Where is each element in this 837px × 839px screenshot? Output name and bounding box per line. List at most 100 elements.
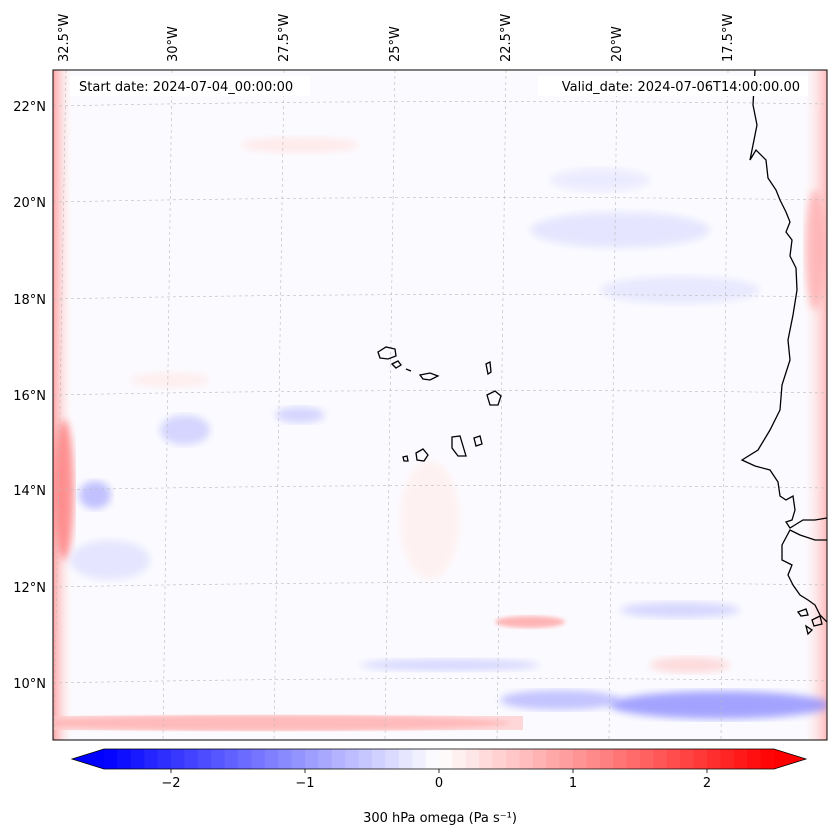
lon-label: 20°W: [610, 26, 625, 62]
colorbar-tick-label: 2: [703, 776, 711, 791]
meridian-30w: [162, 70, 173, 740]
valid-date-label: Valid_date: 2024-07-06T14:00:00.00: [562, 80, 800, 95]
colorbar-cell: [224, 749, 239, 769]
right-edge-max: [805, 190, 825, 310]
colorbar-cell: [251, 749, 266, 769]
parallel-22n: [53, 101, 827, 107]
bijagos-islands: [796, 608, 823, 636]
pink-patch-1: [240, 137, 360, 153]
colorbar-cell: [117, 749, 132, 769]
start-date-box: [70, 76, 310, 96]
island-maio: [473, 435, 483, 447]
pink-patch-3: [130, 372, 210, 388]
colorbar-cells: [104, 749, 775, 769]
blue-patch-west-3: [275, 407, 325, 423]
latitude-labels: 22°N 20°N 18°N 16°N 14°N 12°N 10°N: [13, 100, 46, 692]
colorbar-tick-label: −1: [295, 776, 314, 791]
colorbar-cell: [171, 749, 185, 769]
colorbar-cell: [747, 749, 762, 769]
colorbar-label: 300 hPa omega (Pa s⁻¹): [363, 811, 517, 826]
blue-patch-west-4: [70, 540, 150, 580]
colorbar-cell: [412, 749, 427, 769]
colorbar-cell: [613, 749, 628, 769]
island-brava: [402, 455, 409, 462]
bottom-blue-band-1: [610, 691, 827, 719]
lon-label: 32.5°W: [57, 14, 72, 62]
colorbar-cell: [130, 749, 145, 769]
map-panel: Start date: 2024-07-04_00:00:00 Valid_da…: [52, 69, 828, 741]
colorbar-cell: [626, 749, 641, 769]
blue-patch-north-3: [550, 168, 650, 192]
colorbar-cell: [666, 749, 681, 769]
meridian-17-5w: [720, 70, 729, 740]
island-fogo: [415, 448, 429, 462]
colorbar-cell: [144, 749, 159, 769]
colorbar-cell: [573, 749, 587, 769]
lat-label: 18°N: [13, 293, 46, 308]
colorbar-cell: [385, 749, 400, 769]
longitude-labels: 32.5°W 30°W 27.5°W 25°W 22.5°W 20°W 17.5…: [57, 14, 736, 62]
right-edge-band: [800, 70, 827, 740]
colorbar-cell: [532, 749, 547, 769]
valid-date-box: [538, 76, 808, 96]
colorbar-cell: [693, 749, 708, 769]
omega-field: [53, 70, 827, 740]
colorbar-cell: [599, 749, 614, 769]
lon-label: 22.5°W: [499, 14, 514, 62]
colorbar-cell: [345, 749, 360, 769]
parallel-16n: [53, 390, 827, 396]
parallel-18n: [53, 294, 827, 300]
parallel-20n: [53, 197, 827, 203]
island-santa-luzia: [405, 368, 412, 372]
parallel-14n: [53, 485, 827, 491]
lon-label: 27.5°W: [277, 14, 292, 62]
bottom-pink-band: [53, 716, 523, 730]
colorbar-cell: [439, 749, 453, 769]
colorbar-cell: [197, 749, 212, 769]
colorbar-cell: [238, 749, 252, 769]
colorbar-cell: [398, 749, 413, 769]
colorbar-cell: [318, 749, 333, 769]
lat-label: 12°N: [13, 581, 46, 596]
colorbar-cell: [425, 749, 440, 769]
colorbar-cell: [157, 749, 172, 769]
colorbar-cell: [680, 749, 695, 769]
colorbar-cell: [640, 749, 654, 769]
colorbar-tick-label: −2: [161, 776, 180, 791]
colorbar-cell: [586, 749, 601, 769]
island-boa-vista: [486, 390, 502, 406]
left-edge-band: [53, 70, 75, 740]
colorbar-cell: [546, 749, 561, 769]
parallel-12n: [53, 582, 827, 588]
colorbar-cell: [720, 749, 735, 769]
colorbar-max-arrow: [774, 749, 806, 769]
lon-label: 17.5°W: [721, 14, 736, 62]
map-frame: [52, 69, 828, 741]
lat-label: 22°N: [13, 100, 46, 115]
island-santo-antao: [377, 346, 397, 360]
meridian-20w: [608, 70, 618, 740]
island-sal: [485, 360, 492, 376]
pink-patch-2: [400, 460, 460, 580]
island-sao-nicolau: [418, 372, 440, 381]
colorbar: −2 −1 0 1 2 300 hPa omega (Pa s⁻¹): [70, 748, 808, 826]
red-spot-south: [495, 616, 565, 628]
meridian-25w: [384, 70, 396, 740]
start-date-label: Start date: 2024-07-04_00:00:00: [79, 80, 293, 95]
colorbar-cell: [479, 749, 494, 769]
colorbar-cell: [559, 749, 574, 769]
colorbar-cell: [452, 749, 467, 769]
colorbar-tick-label: 0: [435, 776, 443, 791]
colorbar-cell: [211, 749, 226, 769]
colorbar-cell: [653, 749, 668, 769]
coastlines: [377, 70, 827, 636]
blue-patch-west-1: [79, 481, 111, 509]
colorbar-cell: [760, 749, 775, 769]
blue-patch-north-2: [600, 276, 760, 304]
graticule: [53, 70, 827, 740]
pink-spot-south: [650, 657, 730, 673]
colorbar-cell: [465, 749, 480, 769]
map-background: [53, 70, 827, 740]
colorbar-ticks: −2 −1 0 1 2: [161, 769, 711, 791]
lon-label: 30°W: [166, 26, 181, 62]
